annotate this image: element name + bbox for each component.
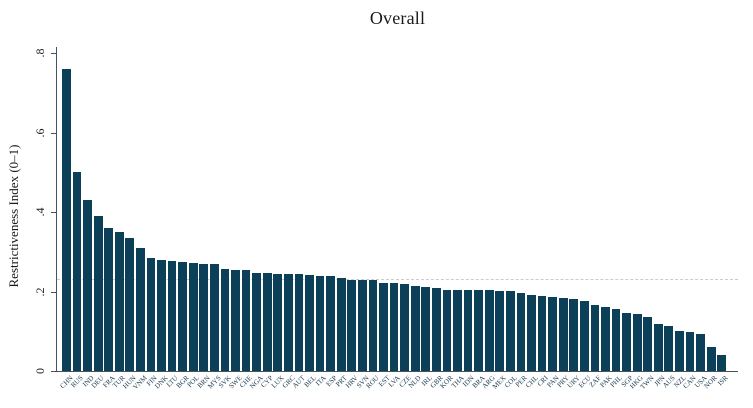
bar-PHL [611,309,621,371]
bar-IND [83,200,92,371]
bar-NLD [410,286,420,371]
bar-HUN [125,237,135,371]
chart-title: Overall [369,8,426,28]
y-axis-label: Restrictiveness Index (0–1) [6,144,21,288]
y-tick-label: .4 [33,207,47,217]
bar-NGA [252,272,262,371]
bar-BGR [178,262,188,371]
plot-area: 0.2.4.6.8 CHN RUS IND DEU FRA TUR HUN VNM FIN DNK L… [33,47,738,391]
bar-TWN [643,316,653,371]
bar-BRA [474,290,484,371]
bar-ZAF [590,305,600,371]
bar-JPN [653,323,663,371]
y-tick [51,291,56,293]
y-tick-label: 0 [33,368,47,374]
bar-PAN [548,297,558,371]
bar-URY [569,299,579,371]
bar-MYS [209,264,219,371]
bar-NZL [675,331,684,371]
bar-CRI [537,295,547,371]
bar-ARG [484,290,494,371]
bar-HKG [632,313,642,371]
x-tick-label-ISR: ISR [716,374,730,388]
bar-PRY [558,298,568,371]
bar-CAN [685,332,695,371]
bar-SWE [231,269,240,371]
bar-IRL [421,286,431,371]
y-tick-label: .6 [33,128,47,137]
bar-KOR [442,289,452,371]
y-tick [51,53,56,54]
bar-GRC [283,274,293,371]
reference-line [57,278,738,280]
bar-SVN [357,279,367,371]
bar-CZE [400,284,410,371]
bar-HRV [347,279,357,371]
bar-CYP [262,273,272,371]
bar-BRN [199,263,209,371]
bar-ROU [368,280,378,371]
bar-TUR [114,231,124,371]
y-tick [51,212,56,213]
bar-LVA [389,283,399,371]
bar-PER [516,293,526,371]
bar-LTU [167,260,177,371]
bar-POL [188,262,198,371]
bar-FIN [146,257,156,371]
y-tick-label: .8 [33,48,47,58]
bar-BEL [305,274,314,371]
bar-SVK [220,268,230,371]
bar-FRA [104,227,114,371]
bar-DNK [157,259,166,371]
bar-THA [453,289,462,371]
bar-PAK [601,307,610,371]
bar-IDN [463,290,473,371]
bar-ITA [315,275,325,371]
bar-GBR [431,287,441,371]
bar-PRT [336,277,346,371]
bar-SGP [622,312,631,371]
bar-ISR [717,355,727,371]
y-tick [51,132,56,134]
bar-CHN [62,68,71,371]
bar-AUT [294,274,304,371]
bar-ECU [579,301,589,371]
bar-LUX [273,273,283,371]
bar-COL [505,291,515,371]
y-axis-line [56,47,57,372]
bar-DEU [93,215,103,371]
bar-AUS [664,326,674,371]
bar-CHL [527,294,536,371]
y-tick-label: .2 [33,287,47,296]
bar-CHE [241,270,251,371]
bar-VNM [135,247,145,371]
bar-RUS [72,172,82,371]
y-tick [51,371,56,372]
bar-EST [379,282,388,371]
bar-USA [696,334,705,371]
bar-MEX [495,290,505,371]
bar-ESP [326,276,336,371]
bar-NOR [706,347,716,371]
x-axis-line [56,371,738,372]
